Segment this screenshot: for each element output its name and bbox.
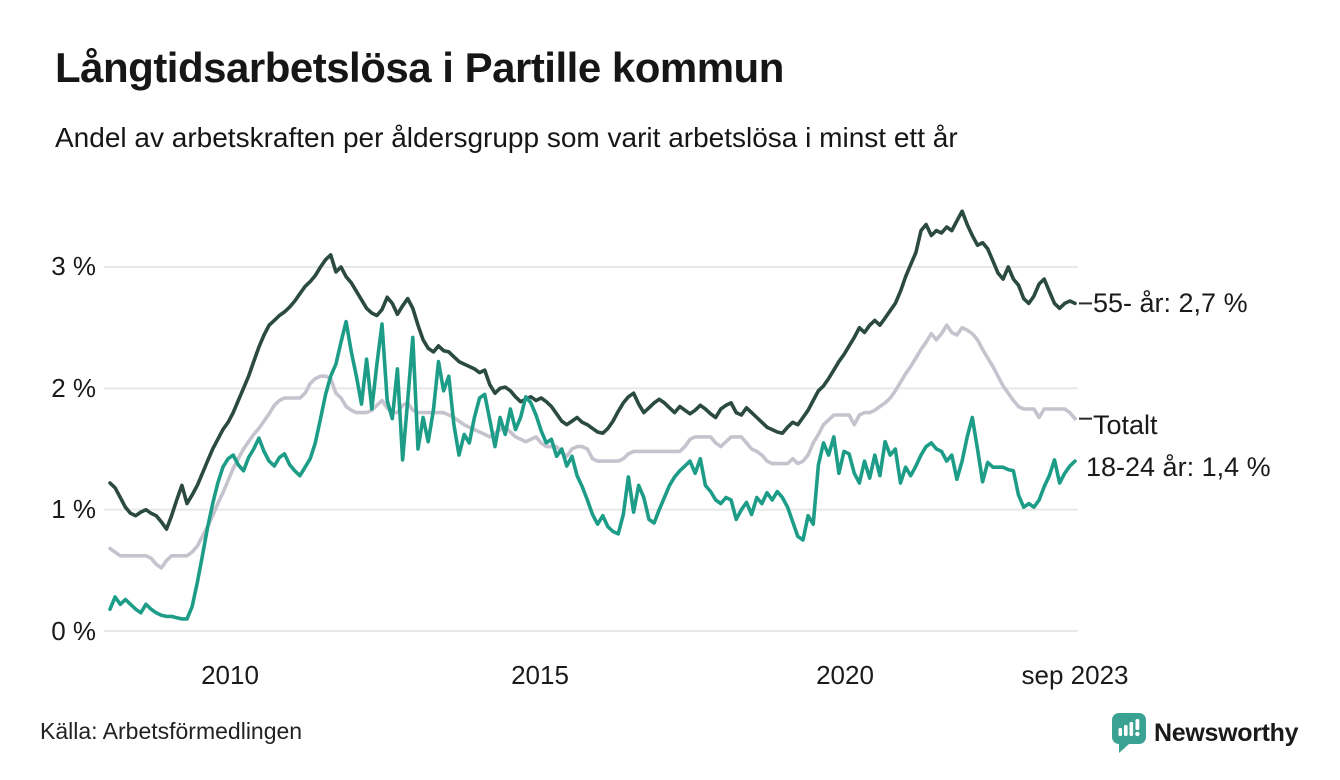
brand-logo: Newsworthy [1112,710,1312,756]
bar-chart-speech-bubble-icon [1112,713,1146,753]
source-note: Källa: Arbetsförmedlingen [40,718,303,744]
brand-name: Newsworthy [1154,718,1299,747]
page-subtitle: Andel av arbetskraften per åldersgrupp s… [55,122,958,153]
x-tick-2015: 2015 [511,660,569,690]
y-tick-0pct: 0 % [51,616,96,646]
page-title: Långtidsarbetslösa i Partille kommun [55,44,784,91]
x-tick-2010: 2010 [201,660,259,690]
x-tick-sep-2023: sep 2023 [1021,660,1129,690]
series-label-55-ar: 55- år: 2,7 % [1093,288,1248,318]
series-label-18-24-ar: 18-24 år: 1,4 % [1086,452,1271,482]
x-tick-2020: 2020 [816,660,874,690]
series-label-totalt: Totalt [1093,410,1158,440]
series-line-18-24-r [108,319,1077,621]
y-tick-2pct: 2 % [51,373,96,403]
y-tick-1pct: 1 % [51,494,96,524]
series-line-55-r [108,209,1077,531]
y-tick-3pct: 3 % [51,251,96,281]
series-line-totalt [108,323,1077,570]
